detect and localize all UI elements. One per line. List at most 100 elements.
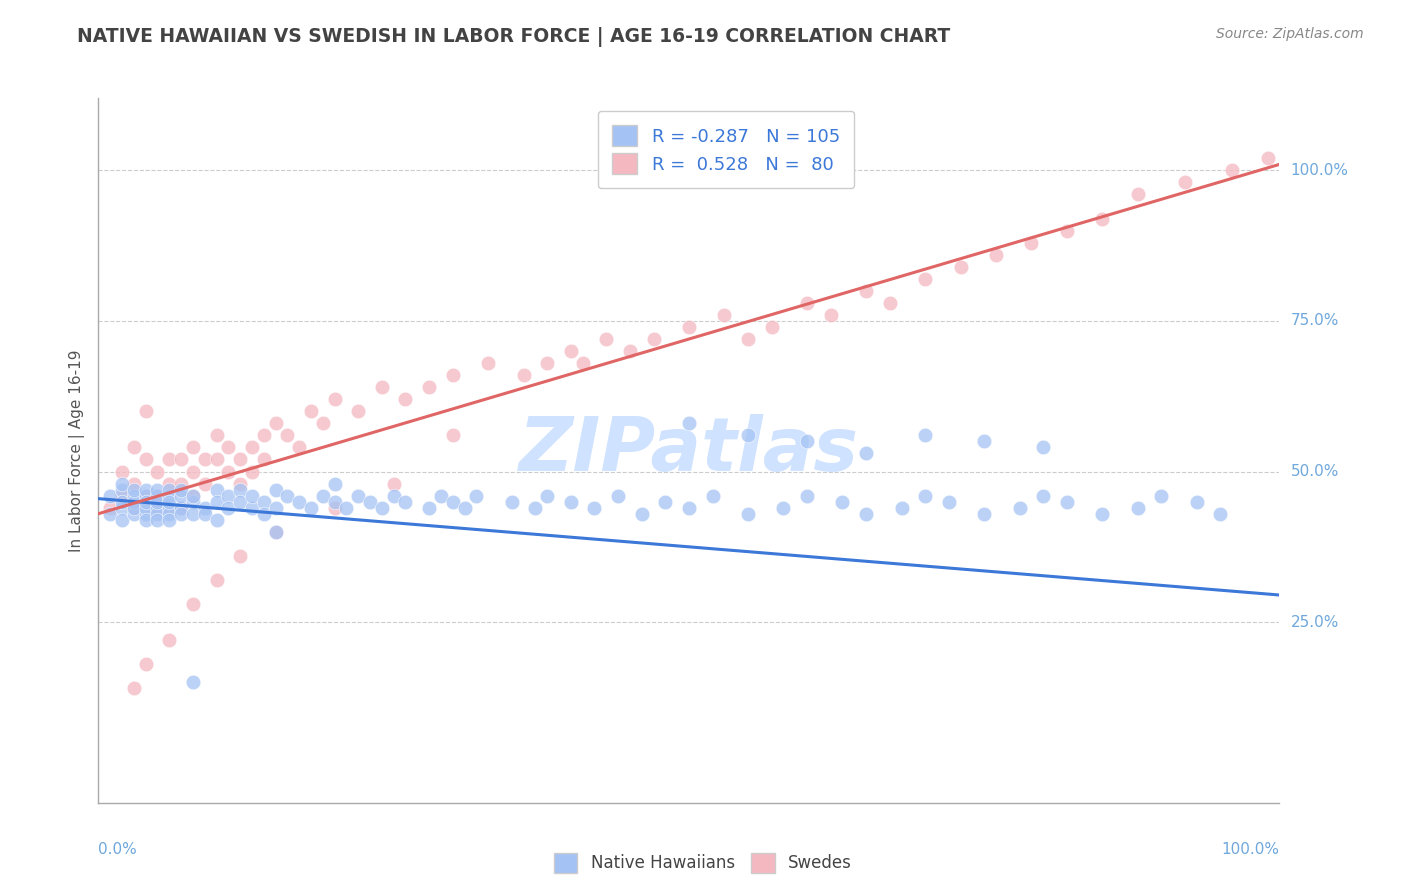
Point <box>702 489 724 503</box>
Point <box>111 500 134 515</box>
Point <box>1126 500 1149 515</box>
Point <box>619 344 641 359</box>
Text: 100.0%: 100.0% <box>1291 163 1348 178</box>
Point <box>240 441 263 455</box>
Point <box>205 494 228 508</box>
Point <box>229 476 252 491</box>
Point <box>194 476 217 491</box>
Point <box>264 417 287 431</box>
Point <box>772 500 794 515</box>
Point <box>122 483 145 497</box>
Point <box>796 296 818 310</box>
Point <box>146 489 169 503</box>
Legend: Native Hawaiians, Swedes: Native Hawaiians, Swedes <box>547 847 859 880</box>
Point <box>465 489 488 503</box>
Point <box>678 417 700 431</box>
Text: 50.0%: 50.0% <box>1291 464 1339 479</box>
Point <box>135 507 157 521</box>
Point <box>146 483 169 497</box>
Text: 25.0%: 25.0% <box>1291 615 1339 630</box>
Point <box>122 500 145 515</box>
Point <box>135 452 157 467</box>
Point <box>122 489 145 503</box>
Point <box>122 681 145 696</box>
Point <box>240 489 263 503</box>
Point <box>194 452 217 467</box>
Point <box>1150 489 1173 503</box>
Point <box>1174 176 1197 190</box>
Point <box>276 428 298 442</box>
Point <box>229 483 252 497</box>
Point <box>170 489 193 503</box>
Point <box>713 308 735 322</box>
Point <box>229 549 252 563</box>
Point <box>737 428 759 442</box>
Point <box>181 675 204 690</box>
Point <box>1021 235 1043 250</box>
Point <box>512 368 534 383</box>
Point <box>111 513 134 527</box>
Point <box>146 489 169 503</box>
Point <box>157 500 180 515</box>
Point <box>1185 494 1208 508</box>
Point <box>382 476 405 491</box>
Point <box>146 513 169 527</box>
Point <box>253 494 276 508</box>
Point <box>855 284 877 298</box>
Point <box>536 489 558 503</box>
Text: ZIPatlas: ZIPatlas <box>519 414 859 487</box>
Point <box>288 494 311 508</box>
Point <box>157 500 180 515</box>
Point <box>146 465 169 479</box>
Point <box>276 489 298 503</box>
Point <box>299 500 322 515</box>
Point <box>1008 500 1031 515</box>
Point <box>229 452 252 467</box>
Point <box>441 368 464 383</box>
Point <box>146 494 169 508</box>
Point <box>157 476 180 491</box>
Point <box>181 494 204 508</box>
Point <box>157 633 180 648</box>
Point <box>98 500 121 515</box>
Point <box>194 500 217 515</box>
Text: 0.0%: 0.0% <box>98 842 138 856</box>
Point <box>371 500 394 515</box>
Point <box>170 500 193 515</box>
Point <box>571 356 593 370</box>
Point <box>205 452 228 467</box>
Point <box>973 434 995 449</box>
Point <box>394 392 416 407</box>
Point <box>194 507 217 521</box>
Point <box>264 500 287 515</box>
Point <box>347 404 370 418</box>
Point <box>111 489 134 503</box>
Point <box>240 500 263 515</box>
Point <box>135 489 157 503</box>
Point <box>205 428 228 442</box>
Point <box>984 248 1007 262</box>
Point <box>1126 187 1149 202</box>
Point <box>122 441 145 455</box>
Point <box>122 500 145 515</box>
Point <box>1056 494 1078 508</box>
Point <box>135 483 157 497</box>
Point <box>323 476 346 491</box>
Point <box>135 489 157 503</box>
Point <box>654 494 676 508</box>
Point <box>264 483 287 497</box>
Point <box>205 513 228 527</box>
Point <box>122 507 145 521</box>
Point <box>359 494 381 508</box>
Point <box>253 507 276 521</box>
Point <box>111 494 134 508</box>
Point <box>181 597 204 611</box>
Point <box>253 428 276 442</box>
Point <box>1220 163 1243 178</box>
Point <box>111 465 134 479</box>
Point <box>288 441 311 455</box>
Point <box>630 507 652 521</box>
Point <box>157 507 180 521</box>
Point <box>312 417 335 431</box>
Point <box>253 452 276 467</box>
